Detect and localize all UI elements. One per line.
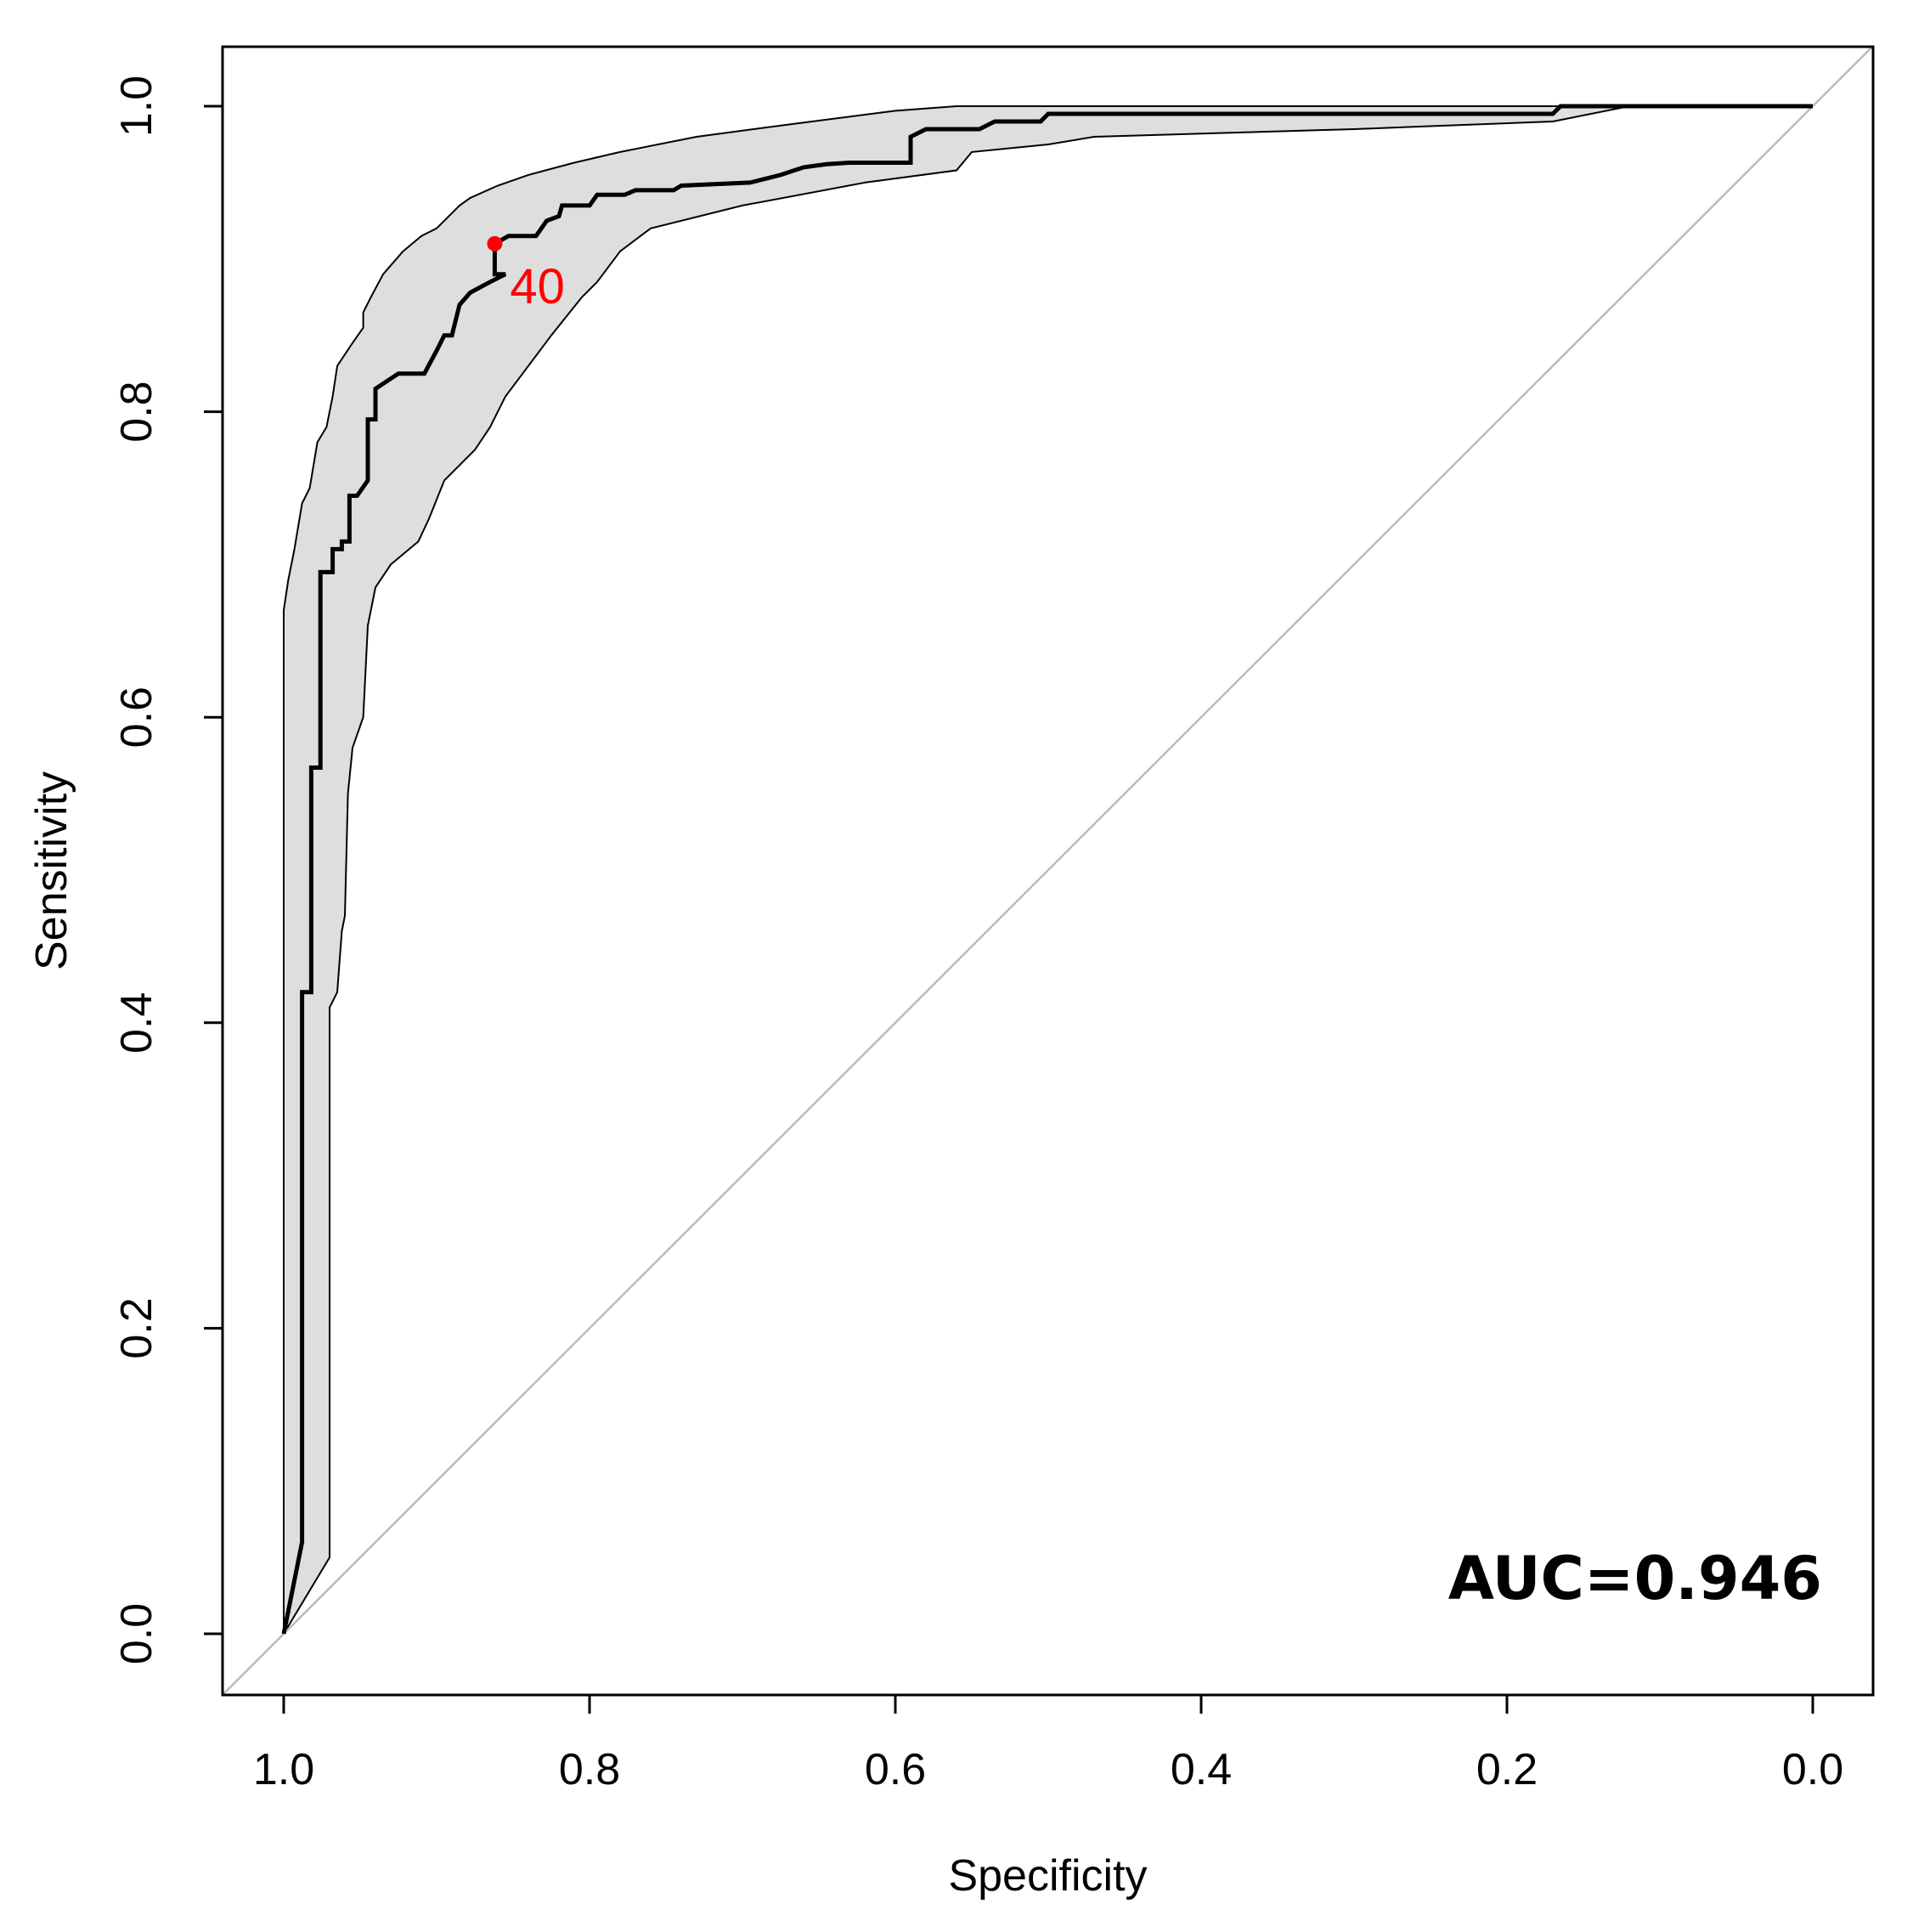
x-tick-label: 0.8 (559, 1745, 620, 1794)
ci-lower-line (283, 105, 1813, 1635)
x-axis-title: Specificity (948, 1851, 1147, 1901)
x-tick-label: 0.6 (865, 1745, 926, 1794)
y-axis-title: Sensitivity (27, 771, 76, 970)
ci-upper-line (283, 105, 1813, 1634)
ci-band-fill (284, 106, 1813, 1634)
roc-curve-line (281, 104, 1813, 1635)
x-tick-label: 0.4 (1171, 1745, 1232, 1794)
y-tick-label: 0.0 (112, 1603, 161, 1664)
threshold-point (487, 235, 503, 251)
threshold-group: 40 (487, 235, 565, 314)
reference-diagonal (222, 45, 1874, 1696)
y-tick-label: 0.4 (112, 992, 161, 1054)
confidence-band (283, 105, 1813, 1635)
y-axis: 0.0 0.2 0.4 0.6 0.8 1.0 (112, 76, 223, 1664)
y-tick-label: 0.8 (112, 381, 161, 442)
x-tick-label: 1.0 (253, 1745, 314, 1794)
x-axis: 1.0 0.8 0.6 0.4 0.2 0.0 (253, 1695, 1843, 1794)
x-tick-label: 0.0 (1782, 1745, 1843, 1794)
reference-diagonal-group (222, 45, 1874, 1696)
x-tick-label: 0.2 (1476, 1745, 1538, 1794)
auc-annotation: AUC=0.946 (1448, 1544, 1822, 1613)
roc-curve-group (281, 104, 1813, 1635)
y-tick-label: 0.2 (112, 1297, 161, 1359)
y-tick-label: 1.0 (112, 76, 161, 137)
threshold-label: 40 (510, 259, 565, 314)
y-tick-label: 0.6 (112, 686, 161, 748)
plot-frame (221, 45, 1875, 1697)
